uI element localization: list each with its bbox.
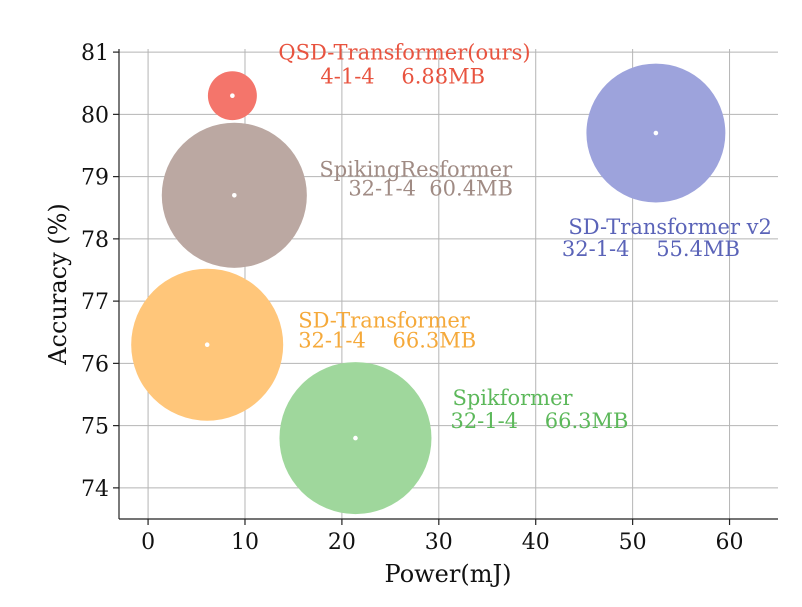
y-tick-label: 75 — [81, 415, 109, 440]
annotation-detail-sd-transformer: 32-1-4 66.3MB — [298, 329, 476, 353]
annotation-name-spikformer: Spikformer — [452, 386, 573, 410]
annotation-name-sd-transformer: SD-Transformer — [298, 309, 471, 333]
axes — [118, 49, 778, 520]
y-tick-label: 79 — [81, 166, 109, 191]
annotation-detail-spikingresformer: 32-1-4 60.4MB — [348, 176, 513, 200]
annotation-name-qsd-transformer-ours: QSD-Transformer(ours) — [278, 41, 530, 65]
x-tick-label: 30 — [425, 530, 453, 555]
y-tick-label: 80 — [81, 103, 109, 128]
y-tick-label: 81 — [81, 41, 109, 66]
annotation-detail-sd-transformer-v2: 32-1-4 55.4MB — [562, 237, 740, 261]
y-tick-label: 77 — [81, 290, 109, 315]
x-tick-label: 10 — [231, 530, 259, 555]
x-tick-label: 50 — [619, 530, 647, 555]
x-tick-label: 0 — [141, 530, 155, 555]
y-tick-label: 76 — [81, 352, 109, 377]
annotation-detail-qsd-transformer-ours: 4-1-4 6.88MB — [320, 65, 485, 89]
bubbles — [131, 63, 726, 515]
bubble-center-dot — [230, 93, 235, 98]
annotation-name-sd-transformer-v2: SD-Transformer v2 — [568, 215, 772, 239]
y-axis-title: Accuracy (%) — [44, 203, 72, 366]
bubble-center-dot — [204, 342, 210, 347]
bubble-center-dot — [653, 130, 659, 136]
y-tick-label: 78 — [81, 228, 109, 253]
bubble-center-dot — [232, 192, 237, 198]
y-tick-label: 74 — [81, 477, 109, 502]
ticks: 0 10 20 30 40 50 60 74 75 76 77 78 79 80 81 — [81, 41, 744, 555]
bubble-center-dot — [353, 435, 358, 441]
x-tick-label: 20 — [328, 530, 356, 555]
annotation-name-spikingresformer: SpikingResformer — [319, 157, 513, 181]
x-tick-label: 40 — [522, 530, 550, 555]
x-tick-label: 60 — [716, 530, 744, 555]
annotation-detail-spikformer: 32-1-4 66.3MB — [450, 409, 628, 433]
x-axis-title: Power(mJ) — [385, 560, 512, 588]
annotations: QSD-Transformer(ours)4-1-4 6.88MB Spiking… — [278, 41, 772, 433]
